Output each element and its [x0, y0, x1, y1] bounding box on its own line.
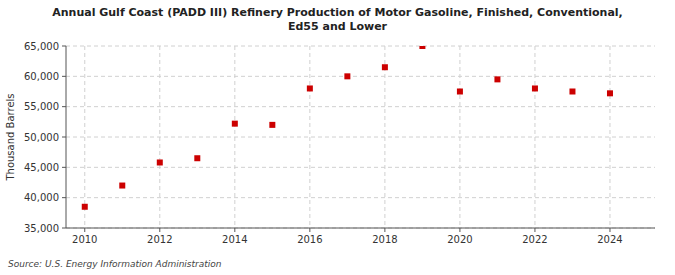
chart: Annual Gulf Coast (PADD III) Refinery Pr…: [0, 0, 675, 275]
y-grid-line: [66, 228, 655, 229]
x-grid-line: [309, 46, 310, 228]
x-grid-line: [384, 46, 385, 228]
x-tick: [234, 228, 235, 232]
y-tick-label: 65,000: [24, 41, 59, 52]
y-grid-line: [66, 197, 655, 198]
x-axis-line: [66, 228, 655, 229]
y-tick: [62, 106, 66, 107]
y-tick: [62, 76, 66, 77]
y-tick: [62, 197, 66, 198]
x-grid-line: [534, 46, 535, 228]
y-grid-line: [66, 46, 655, 47]
point: [344, 73, 350, 79]
point: [157, 159, 163, 165]
x-tick: [534, 228, 535, 232]
title-line: Ed55 and Lower: [288, 20, 388, 33]
y-tick-label: 50,000: [24, 132, 59, 143]
y-tick-label: 45,000: [24, 162, 59, 173]
y-axis-line: [66, 46, 67, 228]
y-tick-label: 55,000: [24, 101, 59, 112]
x-tick-label: 2024: [597, 234, 622, 245]
y-tick: [62, 167, 66, 168]
point: [269, 122, 275, 128]
point: [307, 85, 313, 91]
y-grid-line: [66, 167, 655, 168]
point: [532, 85, 538, 91]
point: [194, 155, 200, 161]
point: [419, 46, 425, 49]
x-tick-label: 2012: [147, 234, 172, 245]
y-grid-line: [66, 76, 655, 77]
y-tick: [62, 228, 66, 229]
point: [494, 76, 500, 82]
point: [382, 64, 388, 70]
point: [569, 89, 575, 95]
x-tick-label: 2016: [297, 234, 322, 245]
y-grid-line: [66, 137, 655, 138]
point: [119, 183, 125, 189]
x-tick-label: 2020: [447, 234, 472, 245]
points: [82, 46, 613, 210]
title-line: Annual Gulf Coast (PADD III) Refinery Pr…: [52, 6, 623, 19]
y-tick-label: 60,000: [24, 71, 59, 82]
y-tick-label: 35,000: [24, 223, 59, 234]
x-tick: [609, 228, 610, 232]
x-tick: [459, 228, 460, 232]
x-tick-label: 2014: [222, 234, 247, 245]
x-grid-line: [459, 46, 460, 228]
x-grid-line: [234, 46, 235, 228]
x-tick-label: 2010: [72, 234, 97, 245]
point: [232, 121, 238, 127]
x-tick: [84, 228, 85, 232]
y-grid-line: [66, 106, 655, 107]
point: [607, 90, 613, 96]
x-tick: [384, 228, 385, 232]
x-grid-line: [159, 46, 160, 228]
x-grid-line: [84, 46, 85, 228]
x-grid-line: [609, 46, 610, 228]
point: [82, 204, 88, 210]
x-tick-label: 2018: [372, 234, 397, 245]
title: Annual Gulf Coast (PADD III) Refinery Pr…: [52, 6, 623, 33]
x-tick: [309, 228, 310, 232]
y-tick: [62, 137, 66, 138]
x-tick: [159, 228, 160, 232]
y-tick: [62, 46, 66, 47]
y-axis-label: Thousand Barrels: [5, 93, 16, 181]
grid: [66, 46, 655, 228]
plot-area: [66, 46, 655, 228]
y-tick-label: 40,000: [24, 192, 59, 203]
source-note: Source: U.S. Energy Information Administ…: [8, 259, 222, 269]
x-tick-label: 2022: [522, 234, 547, 245]
point: [457, 89, 463, 95]
page: {"chart_data": {"type": "scatter", "titl…: [0, 0, 675, 275]
